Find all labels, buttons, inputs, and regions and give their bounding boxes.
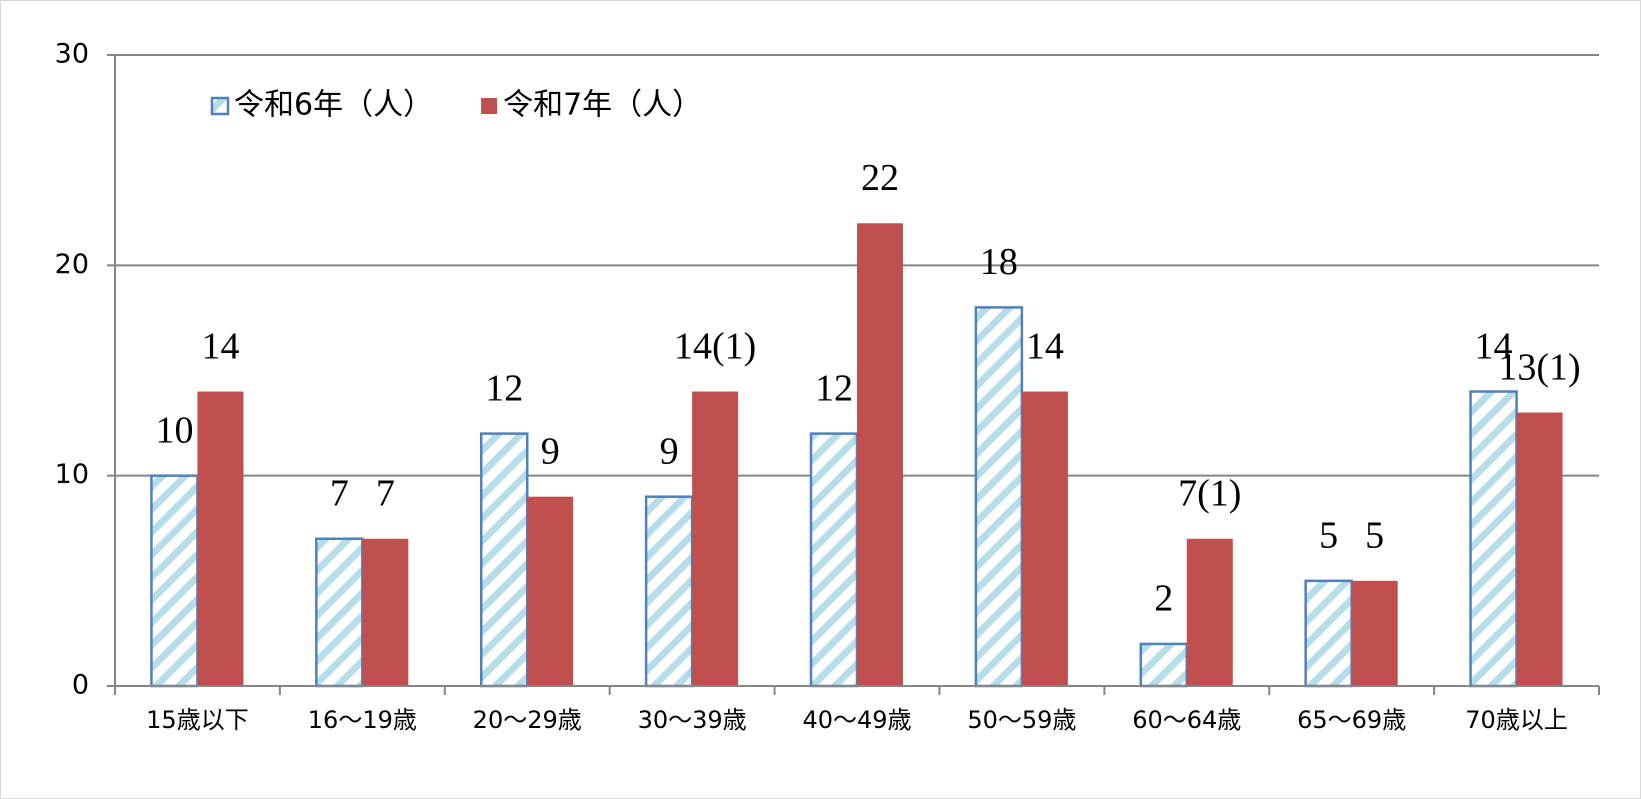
x-tick-label: 16～19歳 — [308, 706, 417, 734]
y-tick-label: 10 — [55, 459, 89, 490]
x-tick-label: 20～29歳 — [473, 706, 582, 734]
bar — [527, 496, 574, 686]
x-tick-label: 30～39歳 — [638, 706, 747, 734]
bar — [1304, 579, 1353, 688]
bar — [150, 474, 199, 688]
value-label: 7 — [376, 472, 395, 514]
value-label: 12 — [485, 367, 523, 409]
y-tick-label: 30 — [55, 39, 89, 70]
value-label: 9 — [541, 430, 560, 472]
y-tick-label: 20 — [55, 249, 89, 280]
legend-label: 令和6年（人） — [234, 88, 433, 123]
y-tick-label: 0 — [72, 670, 89, 701]
value-label: 5 — [1365, 515, 1384, 557]
bar — [644, 495, 694, 688]
bar — [1351, 580, 1398, 686]
bar — [857, 223, 903, 686]
value-label: 12 — [815, 367, 853, 409]
bar — [974, 306, 1024, 688]
bar — [479, 432, 529, 688]
bar — [1186, 538, 1233, 686]
bar — [1139, 642, 1189, 688]
bar — [692, 391, 739, 686]
bar — [1516, 412, 1563, 686]
bar — [809, 432, 859, 688]
value-label: 14 — [201, 325, 239, 367]
value-label: 10 — [155, 409, 193, 451]
value-label: 7(1) — [1178, 472, 1241, 514]
value-label: 9 — [660, 430, 679, 472]
value-label: 14 — [1026, 325, 1064, 367]
legend-swatch — [481, 98, 498, 114]
x-tick-label: 60～64歳 — [1132, 706, 1241, 734]
value-label: 7 — [330, 472, 349, 514]
bar — [197, 391, 244, 686]
x-tick-label: 50～59歳 — [967, 706, 1076, 734]
value-label: 18 — [980, 241, 1018, 283]
x-tick-label: 70歳以上 — [1465, 706, 1568, 734]
value-label: 14 — [1475, 325, 1513, 367]
legend-swatch — [210, 96, 230, 116]
value-label: 22 — [861, 157, 899, 199]
x-tick-label: 40～49歳 — [802, 706, 911, 734]
bar — [1469, 390, 1518, 688]
x-tick-label: 15歳以下 — [146, 706, 249, 734]
value-label: 13(1) — [1498, 346, 1580, 388]
value-label: 5 — [1319, 515, 1338, 557]
legend-label: 令和7年（人） — [503, 88, 702, 123]
x-tick-label: 65～69歳 — [1297, 706, 1406, 734]
bar — [1021, 391, 1068, 686]
value-label: 2 — [1154, 578, 1173, 620]
value-label: 14(1) — [674, 325, 756, 367]
bar — [315, 537, 364, 688]
bar — [362, 538, 409, 686]
